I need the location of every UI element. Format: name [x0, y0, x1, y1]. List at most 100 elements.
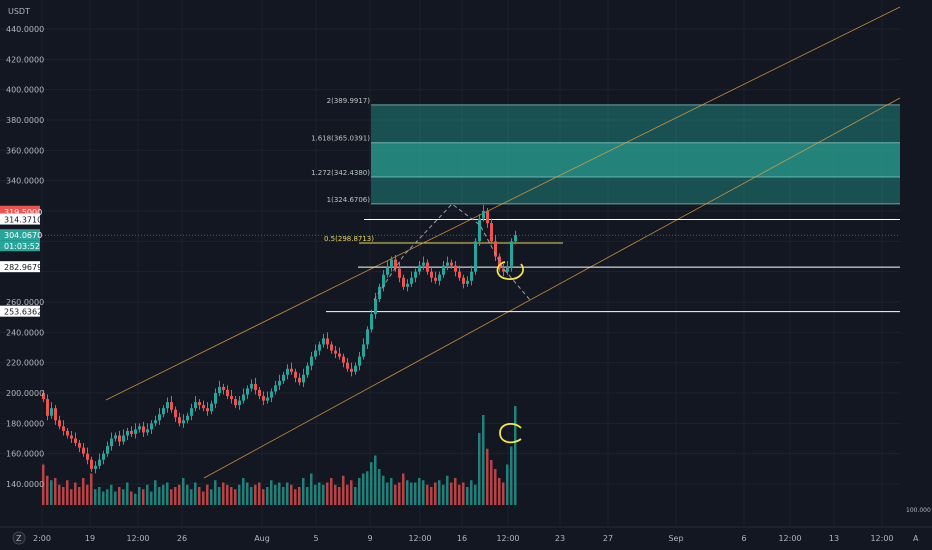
- candle-body: [406, 283, 409, 287]
- candle-body: [350, 368, 353, 372]
- volume-bar: [210, 489, 213, 505]
- price-axis-tick: 400.0000: [6, 86, 44, 95]
- time-axis-tick: 13: [829, 534, 839, 543]
- volume-bar: [270, 480, 273, 505]
- volume-bar: [54, 478, 57, 505]
- price-channel[interactable]: [105, 6, 901, 479]
- candle-body: [194, 402, 197, 409]
- candle-body: [114, 435, 117, 439]
- dashed-pattern-line[interactable]: [373, 203, 531, 301]
- candle-body: [458, 271, 461, 278]
- volume-bars: [42, 406, 517, 505]
- candle-body: [86, 453, 89, 460]
- candle-body: [58, 420, 61, 427]
- volume-bar: [186, 484, 189, 505]
- candle-body: [266, 397, 269, 401]
- price-axis-tick: 260.0000: [6, 298, 44, 307]
- candle-body: [346, 362, 349, 369]
- candle-body: [226, 389, 229, 397]
- volume-bar: [454, 478, 457, 505]
- candle-body: [414, 271, 417, 278]
- candle-body: [330, 344, 333, 351]
- candle-body: [382, 274, 385, 287]
- channel-lower-line[interactable]: [203, 97, 901, 479]
- time-axis-icon[interactable]: Z: [12, 531, 26, 545]
- candle-body: [198, 402, 201, 406]
- volume-bar: [478, 433, 481, 505]
- candle-body: [422, 262, 425, 266]
- time-axis[interactable]: 2:00 19 12:00 26 Aug 5 9 12:00 16 12:00 23 27 Sep 6 12…: [0, 526, 932, 543]
- candle-body: [170, 402, 173, 410]
- candle-body: [210, 403, 213, 412]
- volume-bar: [382, 475, 385, 505]
- candle-body: [158, 414, 161, 421]
- candle-body: [438, 274, 441, 281]
- volume-bar: [126, 482, 129, 505]
- volume-bar: [234, 489, 237, 505]
- candle-body: [294, 371, 297, 378]
- price-axis[interactable]: 440.0000 420.0000 400.0000 380.0000 360.0000…: [6, 25, 931, 514]
- yellow-circle-price[interactable]: [496, 261, 524, 280]
- volume-bar: [182, 478, 185, 505]
- horizontal-levels[interactable]: [0, 219, 900, 313]
- volume-bar: [178, 484, 181, 505]
- price-axis-tick: 420.0000: [6, 55, 44, 64]
- volume-bar: [166, 482, 169, 505]
- candle-body: [510, 241, 513, 268]
- volume-bar: [262, 489, 265, 505]
- time-axis-tick: 5: [313, 534, 318, 543]
- volume-bar: [350, 480, 353, 505]
- price-axis-tick: 160.0000: [6, 450, 44, 459]
- volume-bar: [354, 487, 357, 505]
- volume-bar: [258, 482, 261, 505]
- price-tag-bg: [0, 205, 40, 217]
- candle-body: [402, 277, 405, 287]
- volume-bar: [122, 489, 125, 505]
- fib-extension-zone[interactable]: 2(389.9917) 1.618(365.0391) 1.272(342.4380…: [311, 97, 900, 244]
- volume-bar: [490, 460, 493, 505]
- price-tag-text: 319.5000: [4, 208, 42, 217]
- candle-body: [238, 400, 241, 406]
- auto-scale-button[interactable]: A: [913, 534, 919, 543]
- candle-body: [142, 426, 145, 433]
- candle-body: [274, 385, 277, 392]
- candle-body: [302, 374, 305, 383]
- volume-bar: [62, 487, 65, 505]
- volume-bar: [214, 480, 217, 505]
- candle-body: [218, 386, 221, 394]
- volume-bar: [322, 484, 325, 505]
- volume-bar: [342, 475, 345, 505]
- volume-bar: [138, 487, 141, 505]
- candle-body: [286, 368, 289, 375]
- candle-body: [138, 426, 141, 430]
- channel-upper-line[interactable]: [105, 6, 901, 401]
- volume-bar: [334, 484, 337, 505]
- volume-bar: [222, 482, 225, 505]
- candle-body: [326, 338, 329, 345]
- candle-body: [306, 365, 309, 375]
- volume-bar: [278, 482, 281, 505]
- volume-bar: [318, 482, 321, 505]
- candle-body: [498, 256, 501, 269]
- volume-bar: [118, 487, 121, 505]
- drawings[interactable]: [373, 203, 531, 444]
- volume-bar: [274, 484, 277, 505]
- volume-bar: [466, 487, 469, 505]
- candle-body: [270, 391, 273, 398]
- yellow-hook-volume[interactable]: [499, 422, 522, 444]
- time-axis-tick: 2:00: [33, 534, 51, 543]
- candle-body: [202, 405, 205, 409]
- candle-body: [446, 262, 449, 266]
- volume-bar: [338, 487, 341, 505]
- price-axis-tick: 440.0000: [6, 25, 44, 34]
- candle-body: [42, 393, 45, 400]
- currency-label: USDT: [8, 7, 30, 16]
- candle-body: [494, 241, 497, 257]
- z-icon: Z: [16, 534, 22, 543]
- volume-bar: [486, 448, 489, 505]
- candle-body: [90, 459, 93, 469]
- time-axis-tick: 6: [741, 534, 746, 543]
- volume-bar: [422, 480, 425, 505]
